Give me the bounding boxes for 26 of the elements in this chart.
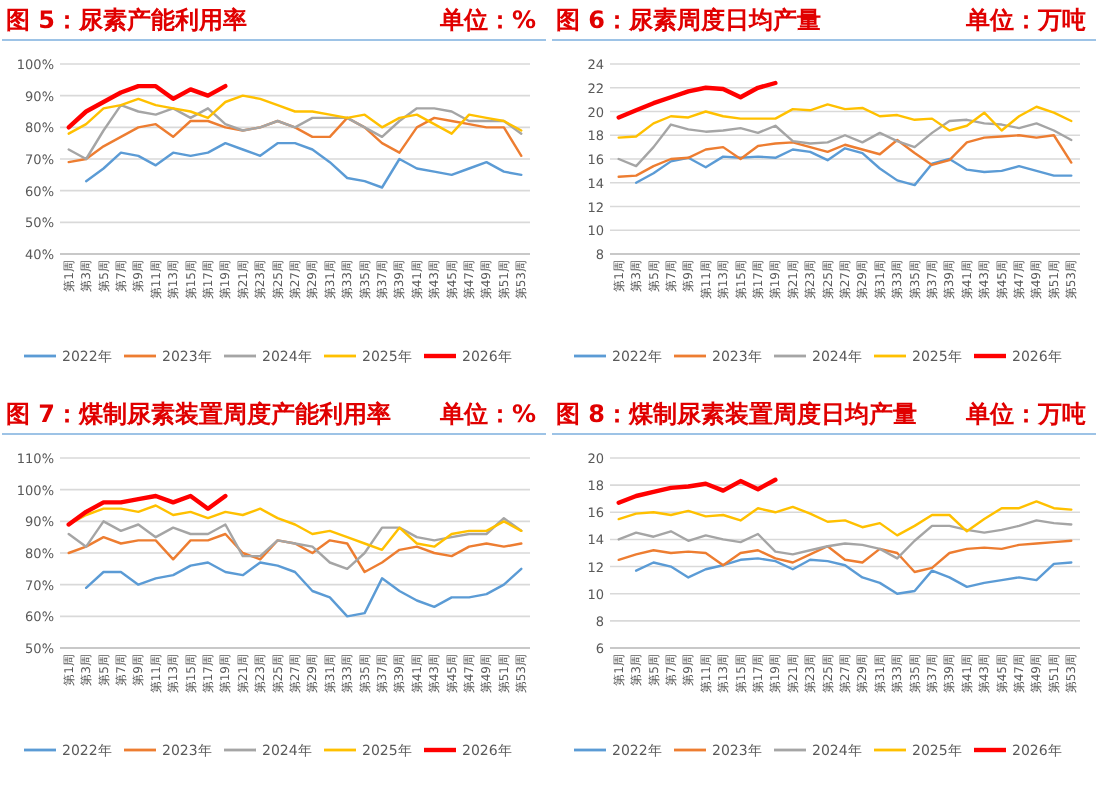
line-series [66, 493, 228, 527]
line-series [67, 103, 523, 161]
line-series [617, 103, 1073, 139]
chart-title: 图 8：煤制尿素装置周度日均产量 [556, 400, 918, 428]
line-series [66, 83, 228, 130]
line-series [617, 500, 1073, 537]
line-series [616, 477, 778, 505]
line-series [84, 561, 523, 618]
chart-subtitle: 单位：% [437, 400, 536, 428]
chart-title: 图 7：煤制尿素装置周度产能利用率 [6, 400, 392, 428]
line-series [67, 94, 523, 135]
chart-title: 图 6：尿素周度日均产量 [556, 6, 822, 34]
line-series [634, 557, 1073, 595]
line-series [84, 141, 523, 189]
chart-title: 图 5：尿素产能利用率 [6, 6, 248, 34]
chart-subtitle: 单位：万吨 [964, 6, 1086, 34]
chart-subtitle: 单位：万吨 [964, 400, 1086, 428]
line-series [617, 539, 1073, 574]
line-series [616, 80, 778, 120]
line-series [67, 516, 523, 571]
line-series [634, 147, 1073, 187]
line-series [67, 532, 523, 574]
line-series [617, 519, 1073, 560]
line-series [617, 134, 1073, 179]
chart-subtitle: 单位：% [437, 6, 536, 34]
line-series [617, 118, 1073, 168]
